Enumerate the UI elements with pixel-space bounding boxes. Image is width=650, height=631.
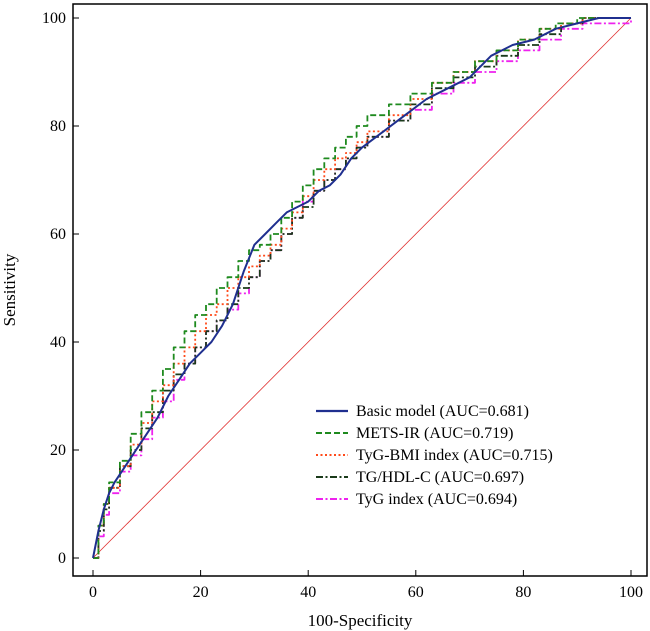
y-axis-title: Sensitivity	[0, 253, 19, 326]
legend: Basic model (AUC=0.681) METS-IR (AUC=0.71…	[316, 403, 553, 508]
x-tick-label: 20	[193, 584, 209, 601]
y-tick-label: 100	[42, 10, 66, 27]
series-line-basic-model	[92, 17, 631, 559]
legend-entry: Basic model (AUC=0.681)	[356, 403, 529, 420]
plot-frame	[72, 3, 648, 577]
ticks-layer: 0 20 40 60 80 100 0 20 40 60 80 100	[42, 10, 643, 601]
legend-entry: TyG index (AUC=0.694)	[356, 491, 517, 508]
legend-entry: TG/HDL-C (AUC=0.697)	[356, 469, 524, 486]
x-tick-label: 0	[89, 584, 97, 601]
x-tick-label: 60	[408, 584, 424, 601]
legend-entry: METS-IR (AUC=0.719)	[356, 425, 513, 442]
series-layer	[92, 17, 632, 559]
x-axis-title: 100-Specificity	[308, 611, 413, 630]
x-tick-label: 100	[619, 584, 643, 601]
x-tick-label: 80	[515, 584, 531, 601]
y-tick-label: 40	[50, 334, 66, 351]
y-tick-label: 20	[50, 442, 66, 459]
legend-entry: TyG-BMI index (AUC=0.715)	[356, 447, 553, 464]
y-tick-label: 80	[50, 118, 66, 135]
series-line-tyg-bmi-index	[93, 17, 631, 559]
y-tick-label: 0	[58, 550, 66, 567]
series-line-tyg-index	[93, 18, 632, 559]
y-tick-label: 60	[50, 226, 66, 243]
series-line-mets-ir	[93, 17, 631, 559]
x-tick-label: 40	[300, 584, 316, 601]
chance-line	[92, 17, 632, 559]
